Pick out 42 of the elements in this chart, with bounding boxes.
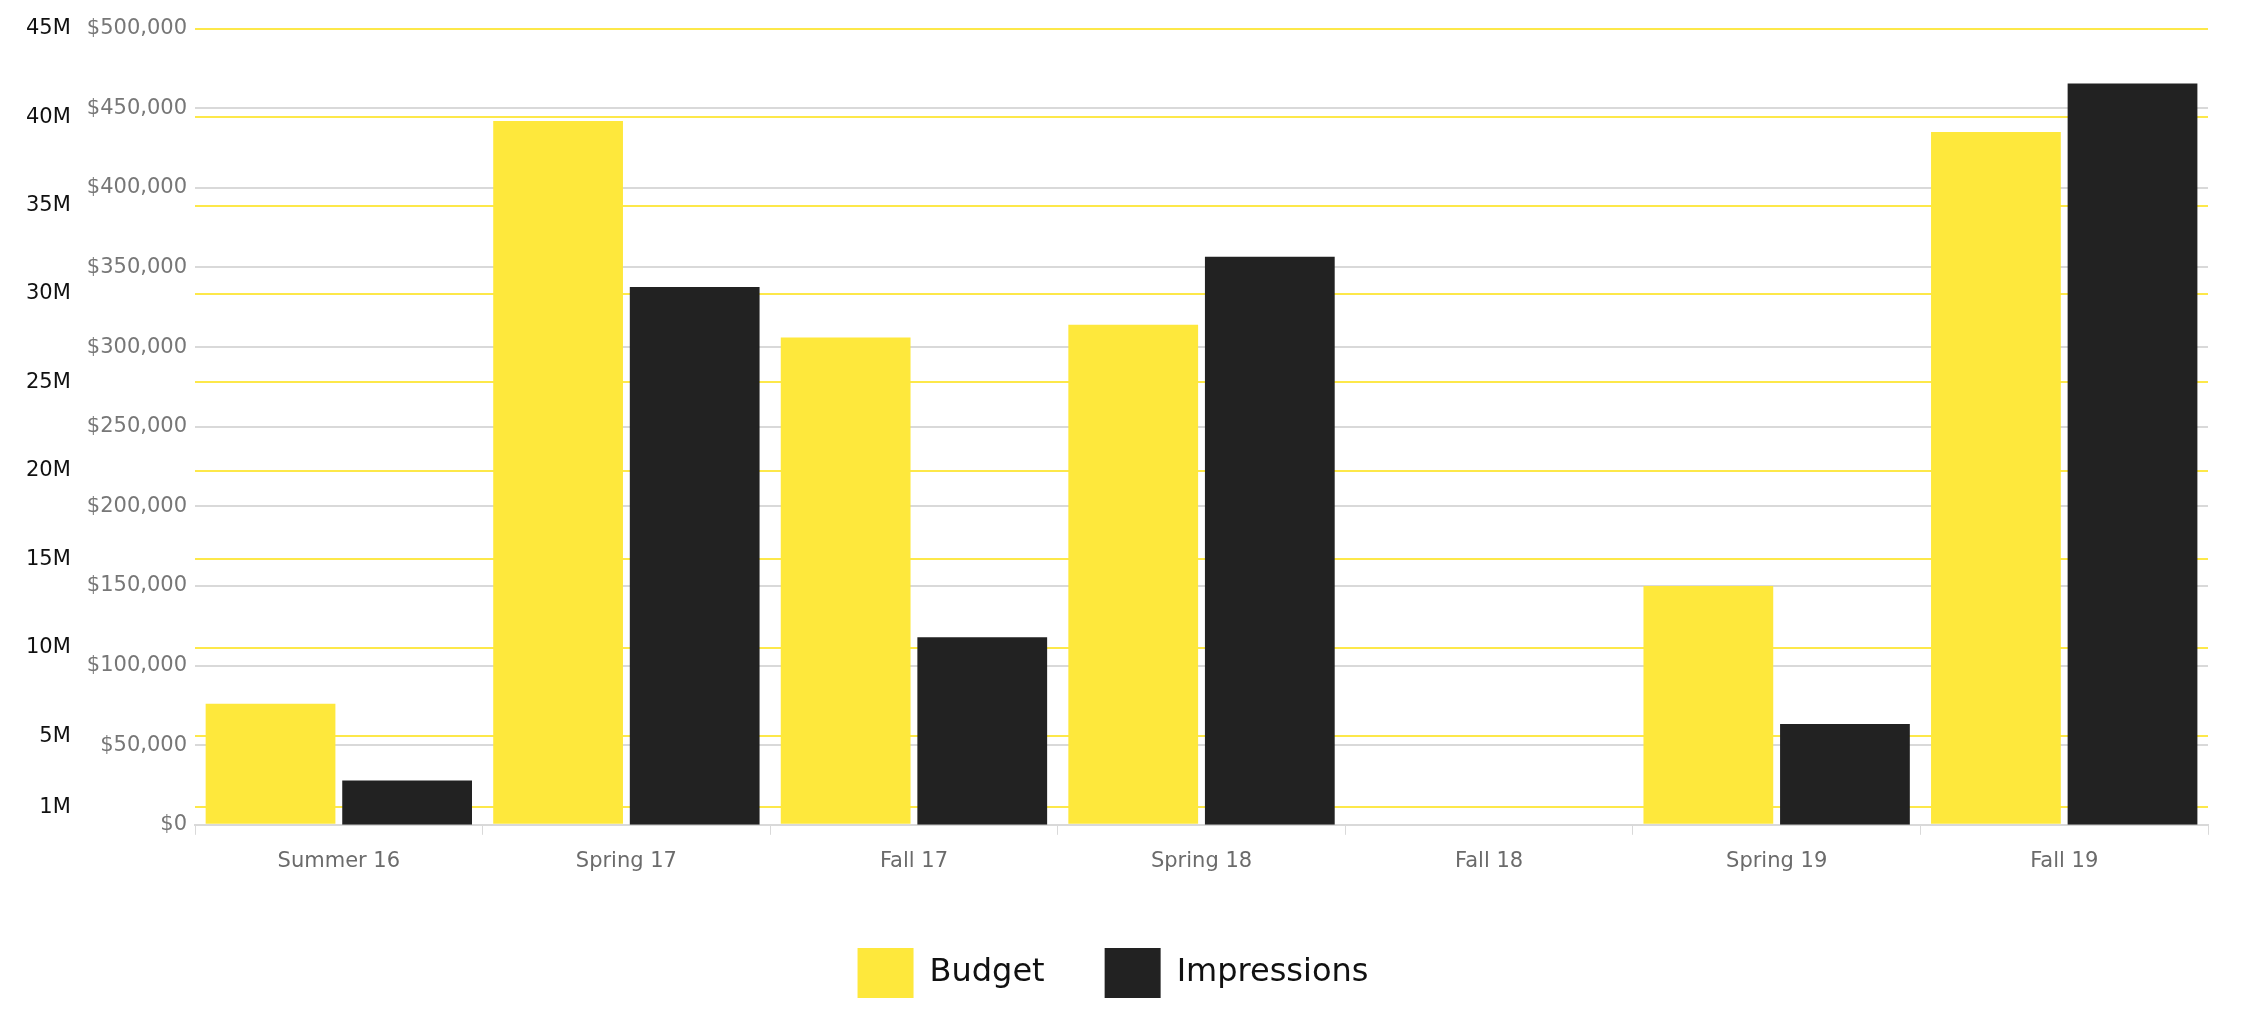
x-tick-label: Summer 16 (277, 847, 401, 872)
bar (205, 703, 336, 824)
bar (493, 120, 623, 824)
legend-label: Budget (929, 951, 1045, 990)
x-tick-label: Spring 18 (1150, 847, 1253, 872)
y-tick-label: $250,000 (86, 413, 188, 438)
y-tick-label: $400,000 (86, 174, 188, 199)
y2-tick-label: 35M (26, 191, 71, 216)
bar (629, 286, 760, 825)
y2-tick-label: 5M (39, 722, 71, 747)
y-tick-label: $350,000 (86, 253, 188, 278)
y2-tick-label: 25M (26, 368, 71, 393)
y2-tick-label: 45M (26, 15, 71, 40)
y2-tick-label: 10M (26, 634, 71, 659)
bar (1204, 256, 1335, 825)
x-tick-label: Spring 19 (1726, 847, 1828, 872)
bar (342, 780, 472, 825)
bar (917, 637, 1048, 825)
x-tick-label: Spring 17 (575, 847, 677, 872)
y2-tick-label: 30M (26, 280, 71, 305)
y-tick-label: $50,000 (100, 731, 188, 756)
x-tick-label: Fall 17 (879, 847, 948, 872)
bar (2067, 83, 2198, 825)
y-tick-label: $500,000 (86, 15, 188, 40)
y-tick-label: $450,000 (86, 94, 188, 119)
y2-tick-label: 20M (26, 457, 71, 482)
y2-tick-label: 15M (26, 545, 71, 570)
bar (780, 337, 911, 824)
bar (1931, 132, 2061, 824)
bar (1068, 324, 1199, 824)
y2-tick-label: 40M (26, 103, 71, 128)
y-tick-label: $300,000 (86, 333, 188, 358)
legend-label: Impressions (1176, 951, 1369, 990)
x-tick-label: Fall 18 (1455, 847, 1524, 872)
y-tick-label: $0 (160, 811, 188, 836)
y2-tick-label: 1M (39, 793, 71, 818)
y-tick-label: $150,000 (86, 572, 188, 597)
x-tick-label: Fall 19 (2030, 847, 2099, 872)
y-tick-label: $200,000 (86, 492, 188, 517)
bar (1643, 585, 1774, 824)
y-tick-label: $100,000 (86, 652, 188, 677)
bar (1780, 723, 1910, 825)
